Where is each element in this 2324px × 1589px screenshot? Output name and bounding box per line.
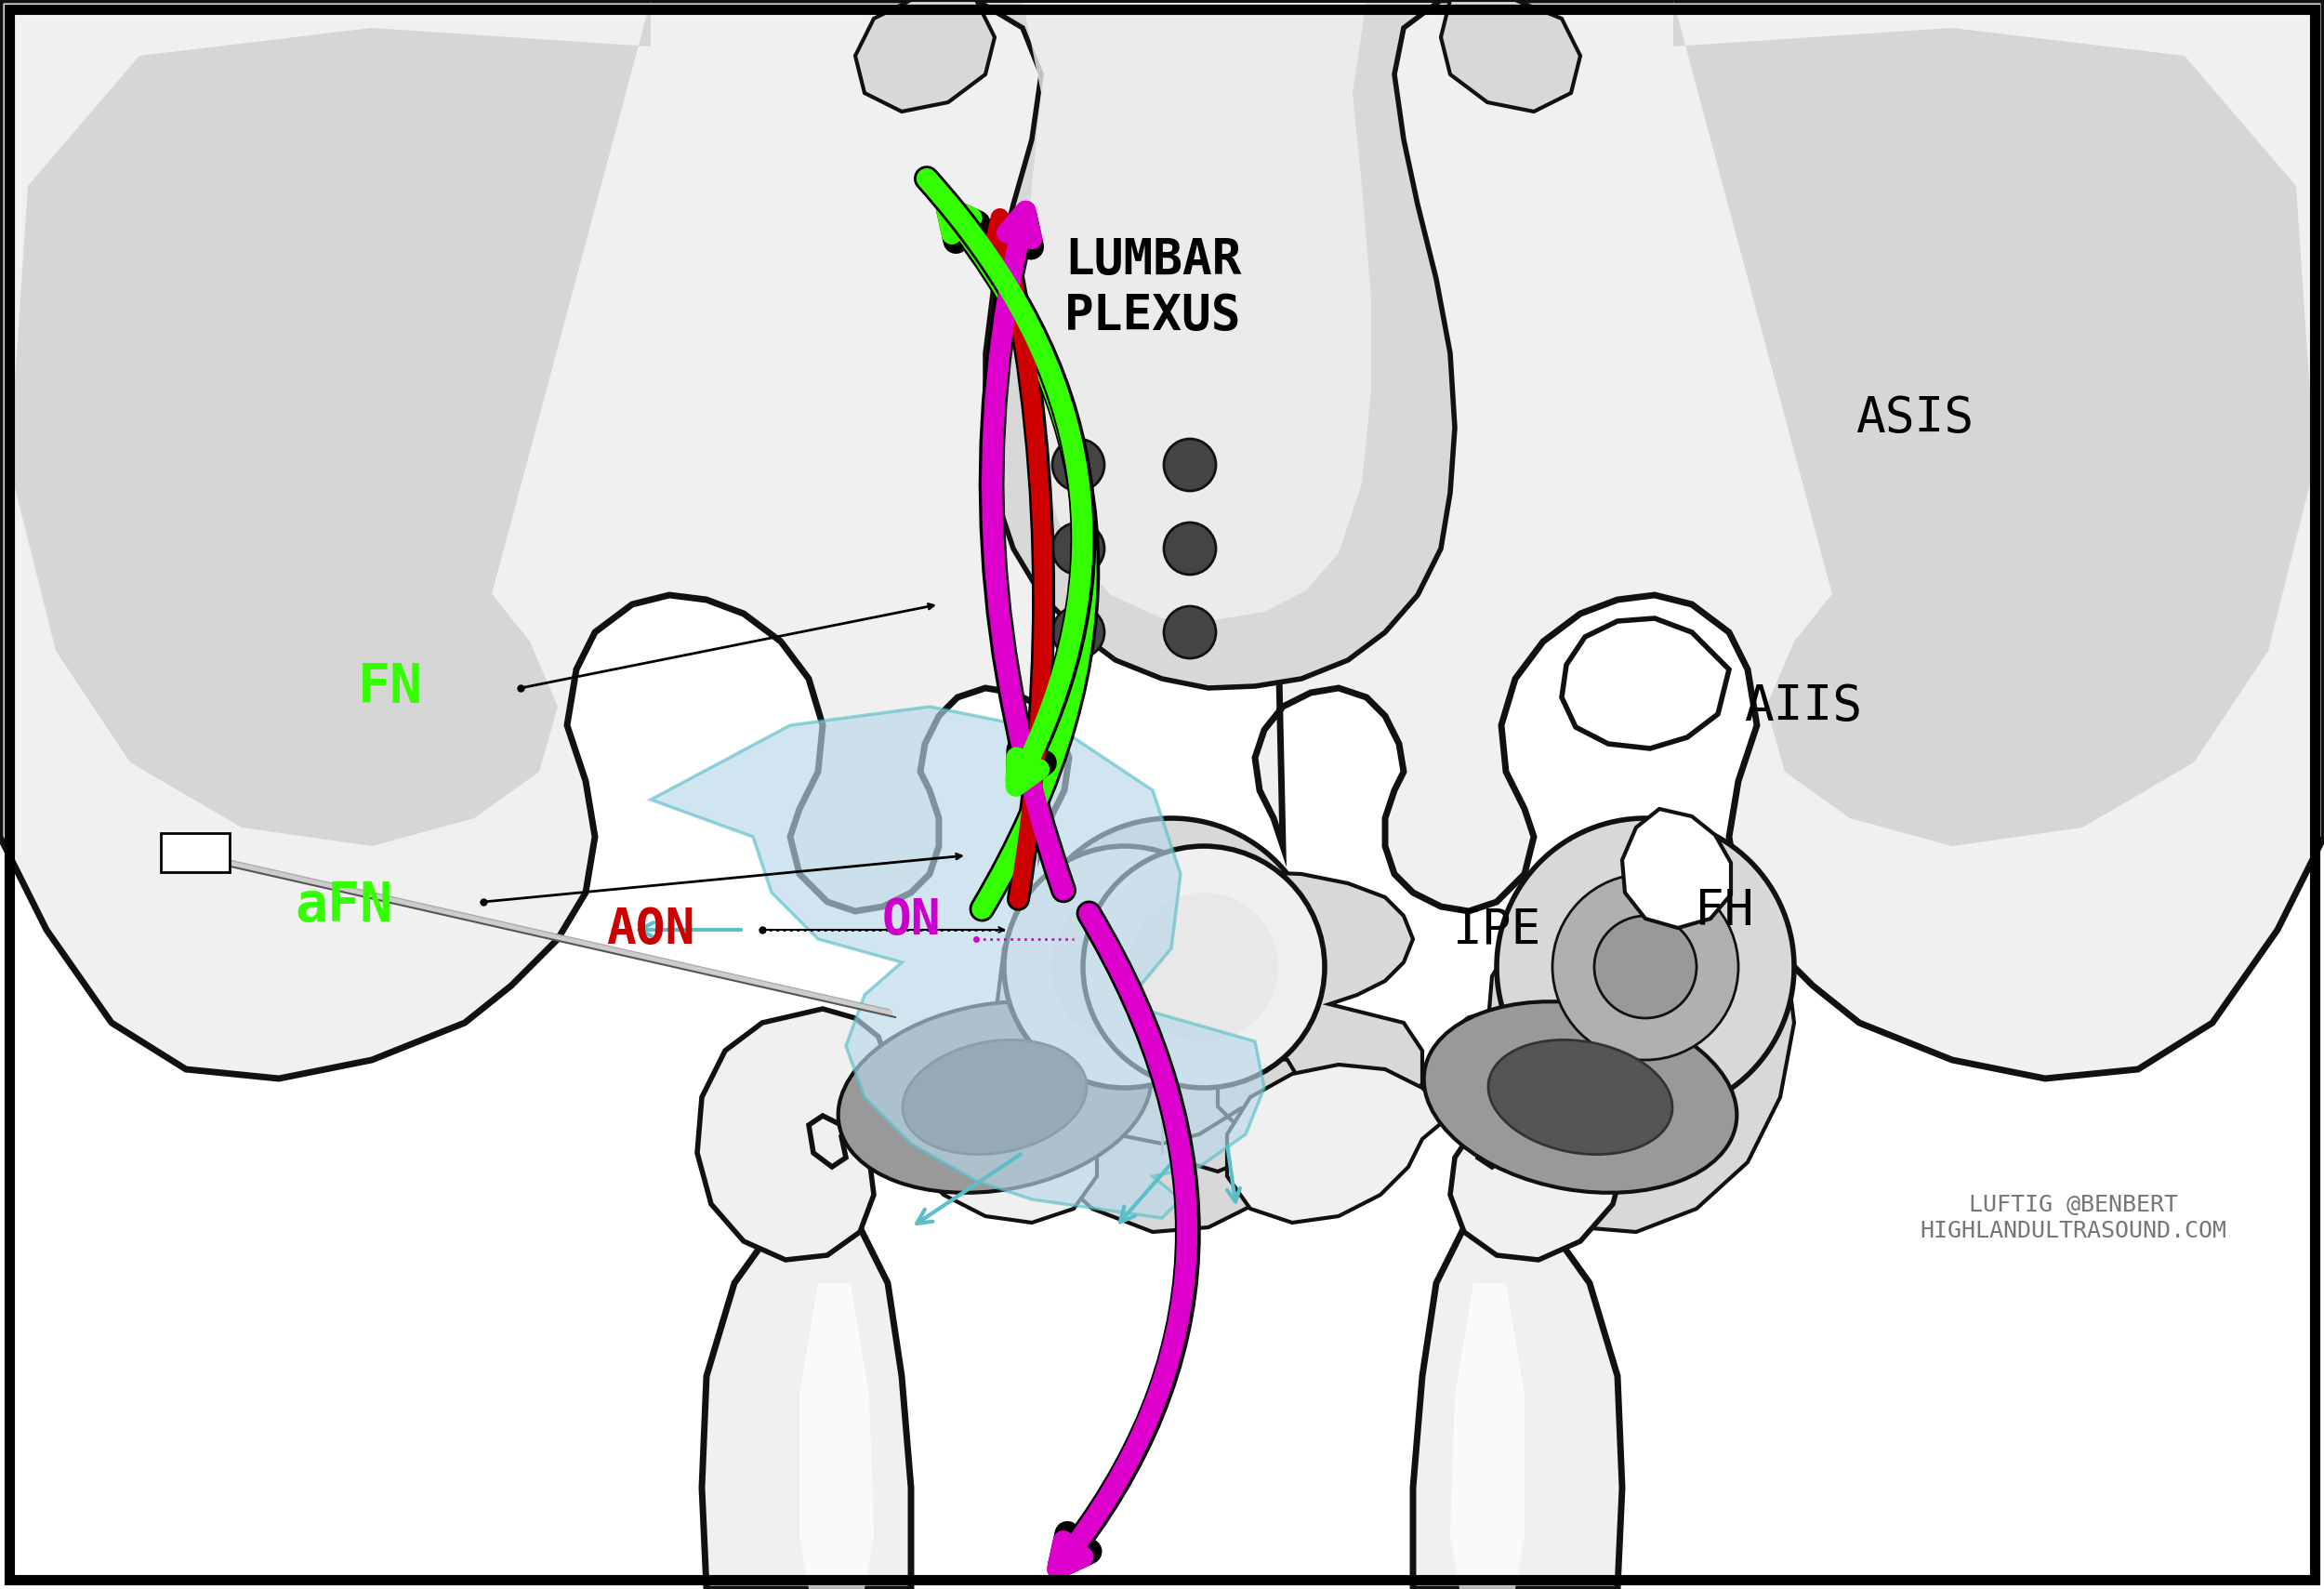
Text: ON: ON <box>881 896 941 944</box>
Polygon shape <box>702 1219 911 1589</box>
Circle shape <box>1164 439 1215 491</box>
Polygon shape <box>1450 1282 1525 1589</box>
Circle shape <box>1053 439 1104 491</box>
Circle shape <box>1129 893 1278 1041</box>
Circle shape <box>1594 915 1697 1019</box>
Circle shape <box>1164 523 1215 575</box>
Circle shape <box>1023 818 1320 1115</box>
Text: FH: FH <box>1694 887 1755 936</box>
Text: LUMBAR
PLEXUS: LUMBAR PLEXUS <box>1064 237 1241 340</box>
Text: LUFTIG @BENBERT
HIGHLANDULTRASOUND.COM: LUFTIG @BENBERT HIGHLANDULTRASOUND.COM <box>1920 1193 2226 1243</box>
Text: AIIS: AIIS <box>1745 682 1862 731</box>
Polygon shape <box>976 0 1455 688</box>
Polygon shape <box>874 1065 1097 1222</box>
Polygon shape <box>1227 1065 1450 1222</box>
Polygon shape <box>995 893 1301 1231</box>
Polygon shape <box>1023 0 1371 621</box>
Polygon shape <box>1673 0 2315 845</box>
Polygon shape <box>1441 0 1580 111</box>
Ellipse shape <box>1487 1039 1673 1154</box>
Polygon shape <box>697 1009 888 1260</box>
Polygon shape <box>1069 872 1422 1144</box>
Ellipse shape <box>1425 1001 1736 1193</box>
Circle shape <box>1164 607 1215 658</box>
Polygon shape <box>1413 1219 1622 1589</box>
Circle shape <box>1552 874 1738 1060</box>
Text: aFN: aFN <box>295 880 393 933</box>
Polygon shape <box>1255 0 2324 1079</box>
Circle shape <box>1050 893 1199 1041</box>
Circle shape <box>1004 845 1246 1088</box>
Polygon shape <box>9 0 651 845</box>
Polygon shape <box>1562 618 1729 748</box>
Circle shape <box>1497 818 1794 1115</box>
Ellipse shape <box>902 1039 1088 1154</box>
Polygon shape <box>799 1282 874 1589</box>
FancyBboxPatch shape <box>160 833 230 872</box>
Circle shape <box>1078 874 1264 1060</box>
Polygon shape <box>1436 1009 1627 1260</box>
Polygon shape <box>1622 809 1731 928</box>
Circle shape <box>1120 915 1222 1019</box>
Text: IPE: IPE <box>1452 906 1541 953</box>
Polygon shape <box>1487 893 1794 1231</box>
Polygon shape <box>0 0 1069 1079</box>
Polygon shape <box>855 0 995 111</box>
Text: AON: AON <box>607 906 695 953</box>
Circle shape <box>1083 845 1325 1088</box>
Ellipse shape <box>839 1001 1150 1193</box>
Polygon shape <box>651 707 1264 1219</box>
Circle shape <box>1053 523 1104 575</box>
Circle shape <box>1053 607 1104 658</box>
Text: ASIS: ASIS <box>1857 394 1973 443</box>
Text: FN: FN <box>358 661 423 715</box>
